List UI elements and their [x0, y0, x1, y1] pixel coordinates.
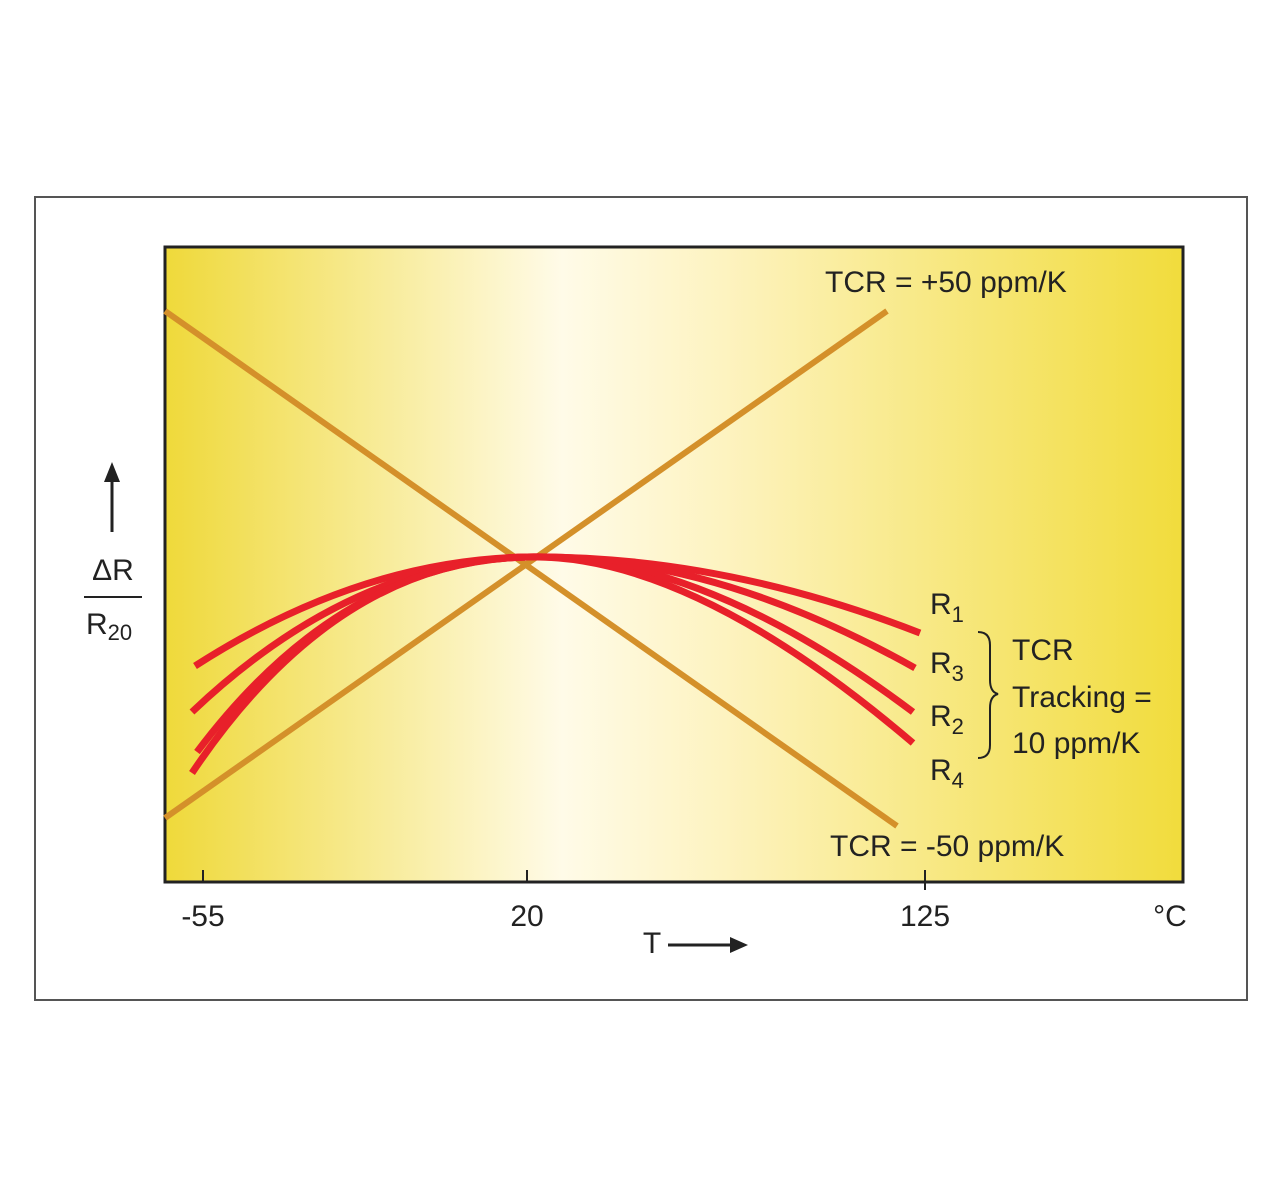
curve-r4	[189, 553, 916, 775]
x-tick-label: -55	[181, 900, 224, 933]
curve-sub: 1	[952, 602, 964, 627]
curve-sub: 2	[952, 714, 964, 739]
denominator-sub: 20	[108, 620, 132, 645]
x-tick-label: 20	[510, 900, 543, 933]
y-label-numerator: ΔR	[92, 554, 134, 587]
curves	[189, 553, 922, 775]
y-label-denominator: R20	[86, 608, 132, 645]
x-arrowhead	[730, 937, 748, 953]
brace	[977, 631, 999, 759]
y-arrowhead	[104, 462, 120, 482]
tracking-text: TCR	[1012, 634, 1074, 667]
denominator: R	[86, 608, 108, 641]
x-unit: °C	[1153, 900, 1187, 933]
x-tick-label: 125	[900, 900, 950, 933]
curve-name: R	[930, 754, 952, 787]
curve-label: R4	[930, 754, 964, 793]
curve-label: R1	[930, 588, 964, 627]
line-label: TCR = -50 ppm/K	[830, 830, 1064, 863]
x-label: T	[643, 927, 661, 960]
curve-sub: 3	[952, 661, 964, 686]
curve-name: R	[930, 700, 952, 733]
curve-sub: 4	[952, 768, 964, 793]
curve-label: R2	[930, 700, 964, 739]
curve-name: R	[930, 647, 952, 680]
tracking-text: 10 ppm/K	[1012, 727, 1140, 760]
curve-label: R3	[930, 647, 964, 686]
tcr-minus-line	[163, 308, 899, 829]
curve-name: R	[930, 588, 952, 621]
line-label: TCR = +50 ppm/K	[825, 266, 1067, 299]
tracking-text: Tracking =	[1012, 681, 1152, 714]
